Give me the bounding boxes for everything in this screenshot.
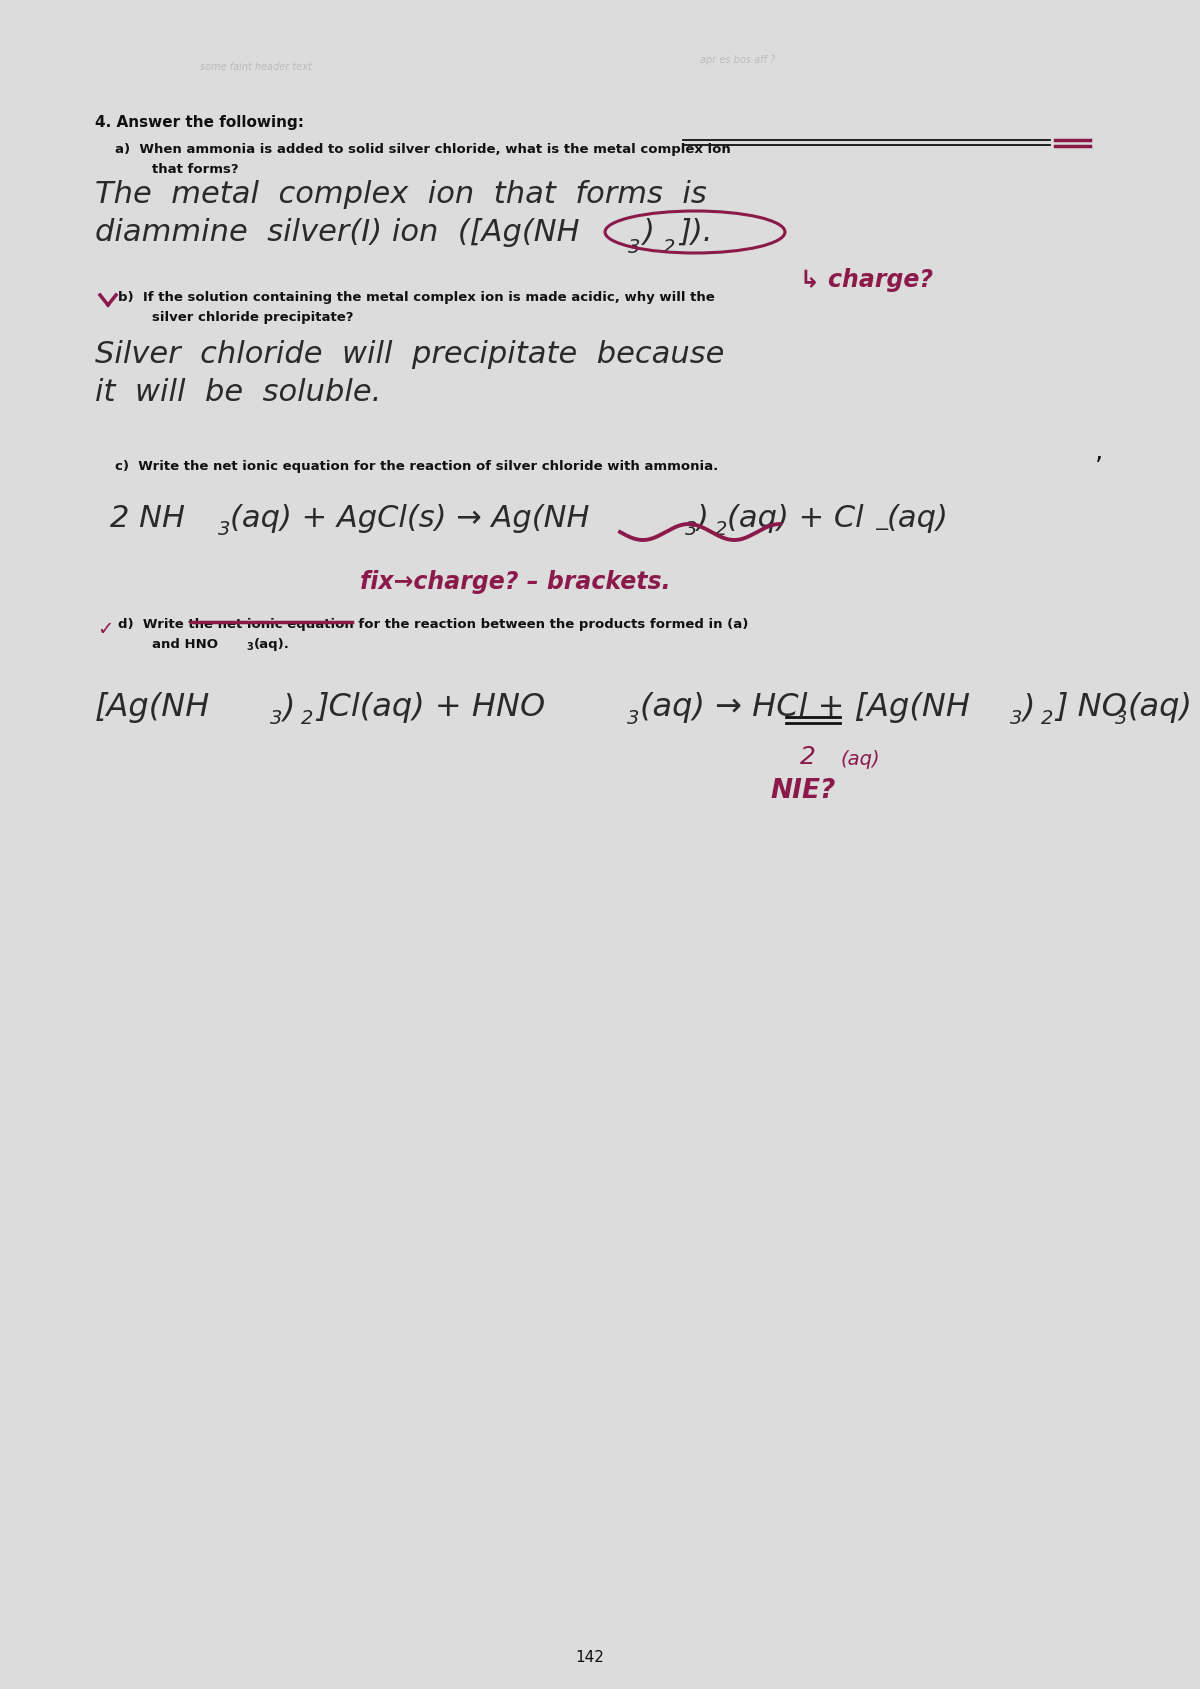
Text: 2: 2 xyxy=(301,709,313,728)
Text: fix→charge? – brackets.: fix→charge? – brackets. xyxy=(360,569,671,595)
Text: a)  When ammonia is added to solid silver chloride, what is the metal complex io: a) When ammonia is added to solid silver… xyxy=(115,144,731,155)
Text: 3: 3 xyxy=(685,520,697,539)
Text: apr es bos aff ?: apr es bos aff ? xyxy=(700,56,775,64)
Text: 3: 3 xyxy=(246,642,253,652)
Text: 3: 3 xyxy=(218,520,230,539)
Text: some faint header text: some faint header text xyxy=(200,62,312,73)
Text: b)  If the solution containing the metal complex ion is made acidic, why will th: b) If the solution containing the metal … xyxy=(118,291,715,304)
Text: 3: 3 xyxy=(1010,709,1022,728)
Text: diammine  silver(I) ion  ([Ag(NH: diammine silver(I) ion ([Ag(NH xyxy=(95,218,580,247)
Text: ): ) xyxy=(643,218,655,247)
Text: d)  Write the net ionic equation for the reaction between the products formed in: d) Write the net ionic equation for the … xyxy=(118,618,749,632)
Text: −: − xyxy=(874,520,890,539)
Text: Silver  chloride  will  precipitate  because: Silver chloride will precipitate because xyxy=(95,339,725,368)
Text: (aq) + Cl: (aq) + Cl xyxy=(727,503,864,534)
Text: ✓: ✓ xyxy=(97,620,113,638)
Text: 142: 142 xyxy=(576,1650,605,1665)
Text: 2: 2 xyxy=(715,520,727,539)
Text: (aq): (aq) xyxy=(887,503,949,534)
Text: 3: 3 xyxy=(628,709,640,728)
Text: ] NO: ] NO xyxy=(1055,692,1127,723)
Text: ): ) xyxy=(1022,692,1036,723)
Text: (aq) + AgCl(s) → Ag(NH: (aq) + AgCl(s) → Ag(NH xyxy=(230,503,589,534)
Text: (aq).: (aq). xyxy=(254,638,290,650)
Text: that forms?: that forms? xyxy=(152,164,239,176)
Text: 4. Answer the following:: 4. Answer the following: xyxy=(95,115,304,130)
Text: (aq): (aq) xyxy=(1128,692,1193,723)
Text: silver chloride precipitate?: silver chloride precipitate? xyxy=(152,311,354,324)
Text: ]).: ]). xyxy=(679,218,713,247)
Text: 2 NH: 2 NH xyxy=(110,503,185,534)
Text: (aq): (aq) xyxy=(840,750,880,768)
Text: ): ) xyxy=(697,503,709,534)
Text: 2: 2 xyxy=(662,238,676,257)
Text: c)  Write the net ionic equation for the reaction of silver chloride with ammoni: c) Write the net ionic equation for the … xyxy=(115,459,719,473)
Text: (aq) → HCl + [Ag(NH: (aq) → HCl + [Ag(NH xyxy=(640,692,970,723)
Text: it  will  be  soluble.: it will be soluble. xyxy=(95,378,382,407)
Text: 2: 2 xyxy=(1042,709,1054,728)
Text: and HNO: and HNO xyxy=(152,638,218,650)
Text: 3: 3 xyxy=(1115,709,1127,728)
Text: 3: 3 xyxy=(270,709,282,728)
Text: NIE?: NIE? xyxy=(770,779,835,804)
Text: 2: 2 xyxy=(800,745,816,768)
Text: ): ) xyxy=(283,692,295,723)
Text: ’: ’ xyxy=(1096,454,1103,480)
Text: ↳ charge?: ↳ charge? xyxy=(800,269,934,292)
Text: ]Cl(aq) + HNO: ]Cl(aq) + HNO xyxy=(316,692,545,723)
Text: [Ag(NH: [Ag(NH xyxy=(95,692,210,723)
Text: 3: 3 xyxy=(628,238,641,257)
Text: The  metal  complex  ion  that  forms  is: The metal complex ion that forms is xyxy=(95,181,707,209)
